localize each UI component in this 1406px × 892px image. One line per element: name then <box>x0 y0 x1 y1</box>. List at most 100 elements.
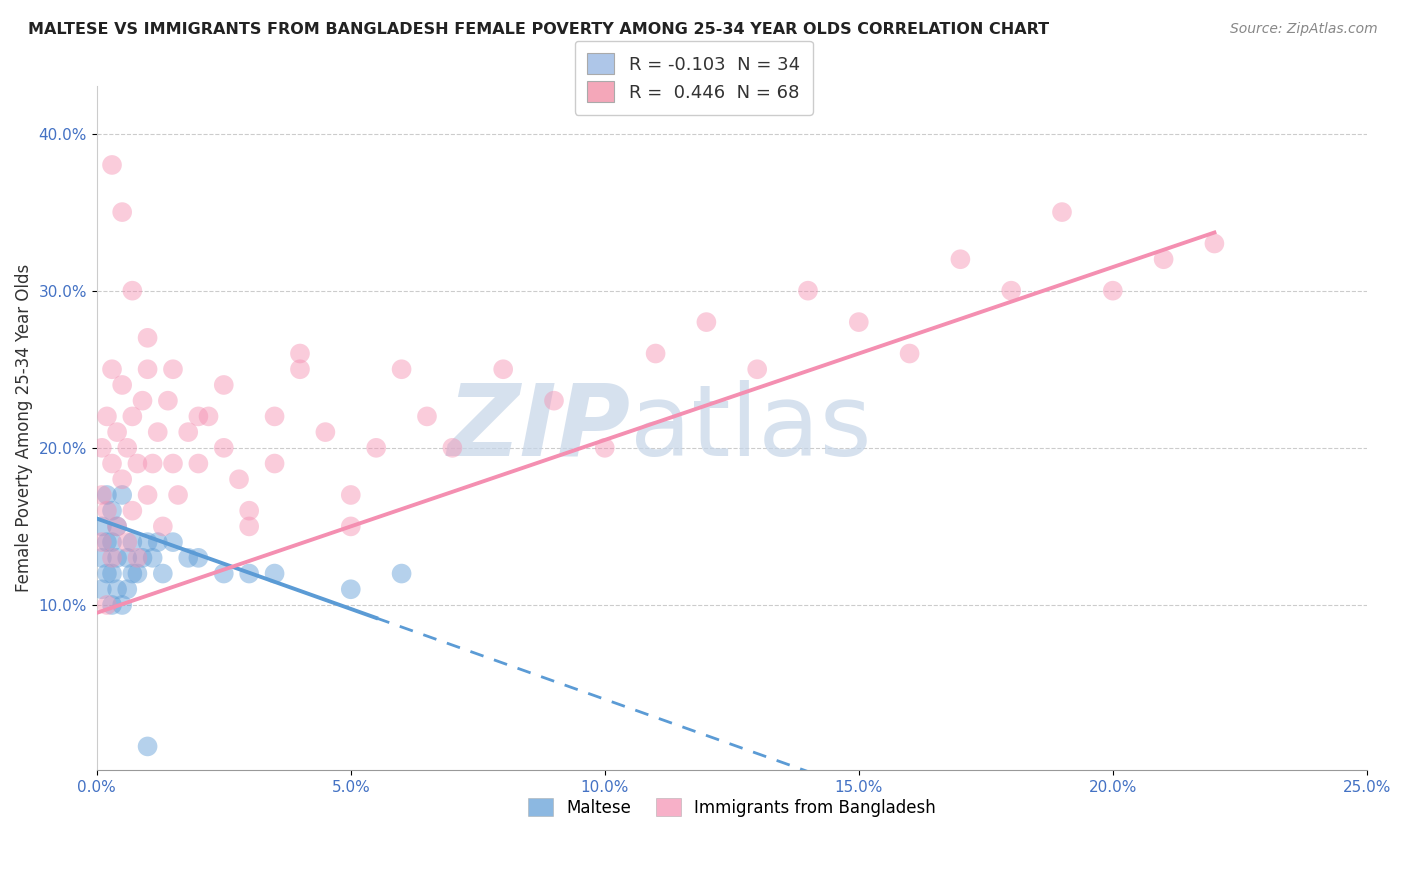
Point <box>441 441 464 455</box>
Point <box>96 409 118 424</box>
Point <box>212 441 235 455</box>
Point <box>156 393 179 408</box>
Point <box>121 284 143 298</box>
Point <box>238 519 260 533</box>
Point <box>121 504 143 518</box>
Point <box>263 409 285 424</box>
Point <box>127 566 149 581</box>
Point <box>187 409 209 424</box>
Point <box>96 504 118 518</box>
Point <box>142 550 165 565</box>
Point <box>131 393 153 408</box>
Point <box>127 457 149 471</box>
Point <box>162 457 184 471</box>
Point <box>101 457 124 471</box>
Point <box>1101 284 1123 298</box>
Point <box>212 566 235 581</box>
Point <box>105 519 128 533</box>
Point <box>131 550 153 565</box>
Point <box>263 566 285 581</box>
Point <box>492 362 515 376</box>
Point <box>101 158 124 172</box>
Point <box>695 315 717 329</box>
Point <box>391 362 413 376</box>
Point <box>146 535 169 549</box>
Point <box>644 346 666 360</box>
Point <box>314 425 336 439</box>
Point <box>117 441 139 455</box>
Point <box>197 409 219 424</box>
Point <box>263 457 285 471</box>
Point <box>162 362 184 376</box>
Point <box>177 425 200 439</box>
Point <box>797 284 820 298</box>
Point <box>121 535 143 549</box>
Point <box>593 441 616 455</box>
Point <box>111 598 134 612</box>
Point <box>90 582 112 597</box>
Point <box>238 504 260 518</box>
Point <box>101 550 124 565</box>
Point <box>339 519 361 533</box>
Point <box>96 488 118 502</box>
Point <box>136 362 159 376</box>
Text: ZIP: ZIP <box>447 380 630 476</box>
Point <box>142 457 165 471</box>
Point <box>136 739 159 754</box>
Point <box>101 535 124 549</box>
Point <box>96 535 118 549</box>
Point <box>152 566 174 581</box>
Text: MALTESE VS IMMIGRANTS FROM BANGLADESH FEMALE POVERTY AMONG 25-34 YEAR OLDS CORRE: MALTESE VS IMMIGRANTS FROM BANGLADESH FE… <box>28 22 1049 37</box>
Point <box>90 519 112 533</box>
Point <box>111 205 134 219</box>
Point <box>105 519 128 533</box>
Point <box>366 441 388 455</box>
Point <box>90 535 112 549</box>
Point <box>101 362 124 376</box>
Point <box>212 378 235 392</box>
Point <box>152 519 174 533</box>
Point <box>127 550 149 565</box>
Point <box>238 566 260 581</box>
Point <box>96 566 118 581</box>
Point <box>949 252 972 267</box>
Point <box>101 504 124 518</box>
Point <box>111 472 134 486</box>
Point <box>117 535 139 549</box>
Point <box>1204 236 1226 251</box>
Point <box>121 566 143 581</box>
Point <box>391 566 413 581</box>
Point <box>288 362 311 376</box>
Point <box>1000 284 1022 298</box>
Point <box>228 472 250 486</box>
Point <box>121 409 143 424</box>
Point <box>1153 252 1175 267</box>
Point <box>90 441 112 455</box>
Legend: Maltese, Immigrants from Bangladesh: Maltese, Immigrants from Bangladesh <box>522 791 942 823</box>
Point <box>339 488 361 502</box>
Point <box>111 488 134 502</box>
Point <box>339 582 361 597</box>
Point <box>101 566 124 581</box>
Point <box>136 535 159 549</box>
Point <box>136 488 159 502</box>
Y-axis label: Female Poverty Among 25-34 Year Olds: Female Poverty Among 25-34 Year Olds <box>15 264 32 592</box>
Point <box>187 457 209 471</box>
Point <box>747 362 769 376</box>
Point <box>136 331 159 345</box>
Point <box>105 582 128 597</box>
Point <box>90 550 112 565</box>
Point <box>416 409 439 424</box>
Point <box>117 550 139 565</box>
Point <box>146 425 169 439</box>
Point <box>543 393 565 408</box>
Point <box>167 488 190 502</box>
Text: atlas: atlas <box>630 380 872 476</box>
Point <box>898 346 921 360</box>
Point <box>288 346 311 360</box>
Point <box>111 378 134 392</box>
Point <box>105 550 128 565</box>
Point <box>117 582 139 597</box>
Point <box>105 425 128 439</box>
Text: Source: ZipAtlas.com: Source: ZipAtlas.com <box>1230 22 1378 37</box>
